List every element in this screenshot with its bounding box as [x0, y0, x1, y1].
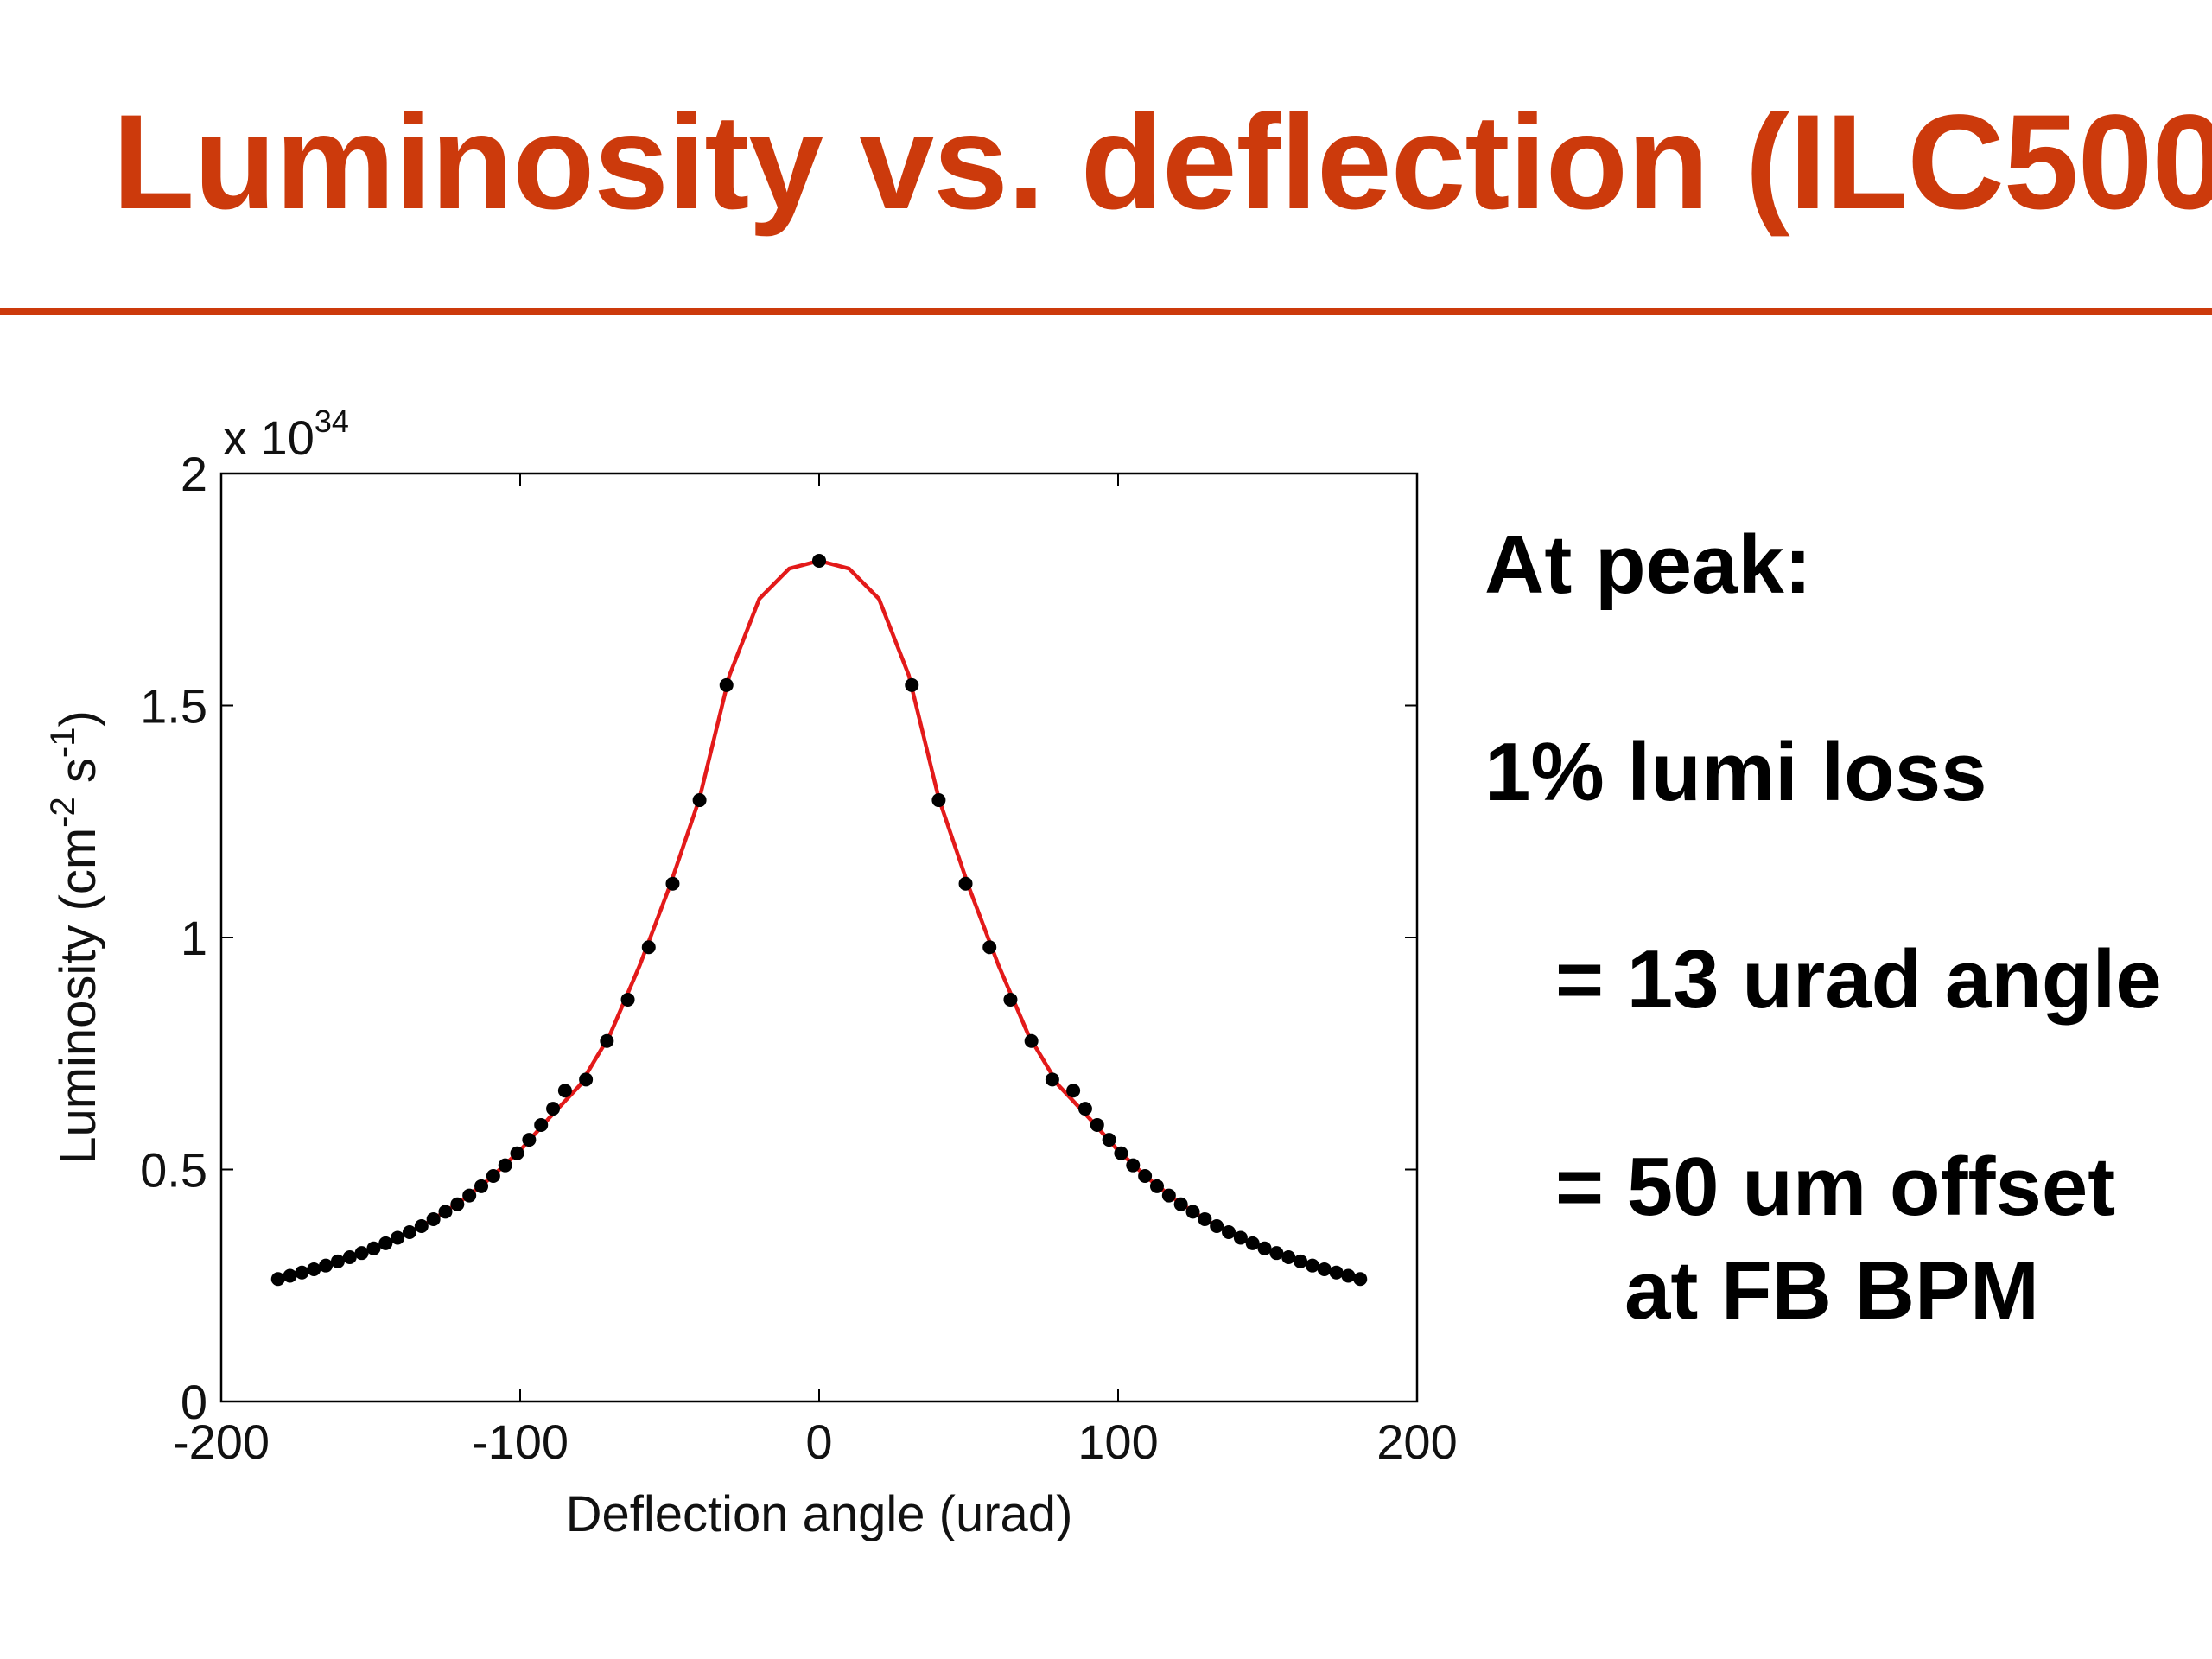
data-point — [1198, 1211, 1212, 1226]
data-point — [283, 1268, 297, 1283]
y-axis-label: Luminosity (cm-2 s-1) — [44, 710, 106, 1165]
data-point — [510, 1146, 524, 1160]
data-point — [719, 677, 734, 692]
data-point — [391, 1230, 405, 1245]
y-multiplier: x 1034 — [223, 404, 349, 465]
slide-title: Luminosity vs. deflection (ILC500) — [112, 87, 2212, 238]
y-tick-label: 2 — [181, 447, 207, 501]
data-point — [307, 1262, 321, 1276]
note-angle: = 13 urad angle — [1555, 933, 2162, 1026]
fit-curve — [274, 558, 1364, 1282]
data-point — [1149, 1179, 1164, 1193]
data-point — [1185, 1205, 1200, 1219]
data-point — [1317, 1262, 1332, 1276]
data-point — [295, 1265, 309, 1280]
data-point — [426, 1211, 441, 1226]
y-tick-label: 0.5 — [140, 1143, 207, 1198]
data-point — [905, 677, 919, 692]
data-point — [1090, 1117, 1104, 1132]
data-point — [342, 1249, 357, 1264]
data-point — [1341, 1268, 1356, 1283]
x-tick-label: -200 — [173, 1414, 270, 1469]
data-point — [1161, 1188, 1176, 1203]
data-point — [522, 1133, 537, 1147]
x-axis-label: Deflection angle (urad) — [566, 1486, 1073, 1542]
data-point — [1003, 992, 1018, 1007]
data-point — [1222, 1224, 1236, 1239]
y-tick-label: 1 — [181, 911, 207, 965]
data-point — [641, 940, 656, 955]
x-tick-label: 0 — [805, 1414, 832, 1469]
note-offset: = 50 um offset — [1555, 1141, 2116, 1233]
data-point — [982, 940, 997, 955]
data-point — [486, 1169, 500, 1184]
data-point — [1066, 1084, 1081, 1098]
data-point — [1102, 1133, 1116, 1147]
luminosity-chart: -200 -100 0 100 200 0 0.5 1 1.5 2 x 1034 Deflection… — [44, 404, 1458, 1542]
data-point — [450, 1197, 465, 1211]
data-point — [1138, 1169, 1153, 1184]
data-point — [1024, 1033, 1039, 1048]
y-tick-label: 1.5 — [140, 679, 207, 734]
data-point — [1114, 1146, 1128, 1160]
data-point — [462, 1188, 477, 1203]
data-point — [579, 1072, 594, 1087]
data-point — [1045, 1072, 1059, 1087]
data-point — [1077, 1102, 1092, 1116]
data-point — [438, 1205, 453, 1219]
data-point — [600, 1033, 614, 1048]
title-divider — [0, 308, 2212, 315]
x-tick-label: -100 — [472, 1414, 569, 1469]
data-point — [812, 553, 826, 568]
plot-frame — [219, 472, 1419, 1403]
data-point — [1233, 1230, 1248, 1245]
data-point — [414, 1219, 429, 1234]
data-point — [1210, 1219, 1224, 1234]
x-tick-label: 100 — [1077, 1414, 1158, 1469]
data-point — [620, 992, 635, 1007]
data-point — [534, 1117, 549, 1132]
data-point — [1269, 1246, 1284, 1261]
note-bpm: at FB BPM — [1624, 1244, 2039, 1337]
data-point — [958, 876, 973, 891]
data-point — [402, 1224, 416, 1239]
data-point — [498, 1158, 512, 1173]
data-point — [474, 1179, 489, 1193]
data-point — [1173, 1197, 1188, 1211]
data-point — [319, 1258, 334, 1273]
x-tick-label: 200 — [1376, 1414, 1457, 1469]
data-point — [1245, 1236, 1260, 1250]
data-point — [692, 793, 707, 808]
data-point — [1126, 1158, 1141, 1173]
data-point — [546, 1102, 561, 1116]
data-point — [1353, 1272, 1368, 1287]
data-point — [378, 1236, 393, 1250]
note-at-peak: At peak: — [1484, 518, 1812, 611]
data-point — [557, 1084, 572, 1098]
y-tick-label: 0 — [181, 1375, 207, 1429]
data-point — [1305, 1258, 1319, 1273]
data-point — [1294, 1254, 1308, 1268]
note-lumi-loss: 1% lumi loss — [1484, 726, 1987, 818]
data-point — [665, 876, 680, 891]
data-point — [366, 1241, 381, 1255]
data-point — [1329, 1265, 1344, 1280]
data-point — [270, 1272, 285, 1287]
data-point — [330, 1254, 345, 1268]
data-point — [354, 1246, 369, 1261]
data-point — [931, 793, 946, 808]
data-point — [1281, 1249, 1296, 1264]
data-point — [1257, 1241, 1272, 1255]
